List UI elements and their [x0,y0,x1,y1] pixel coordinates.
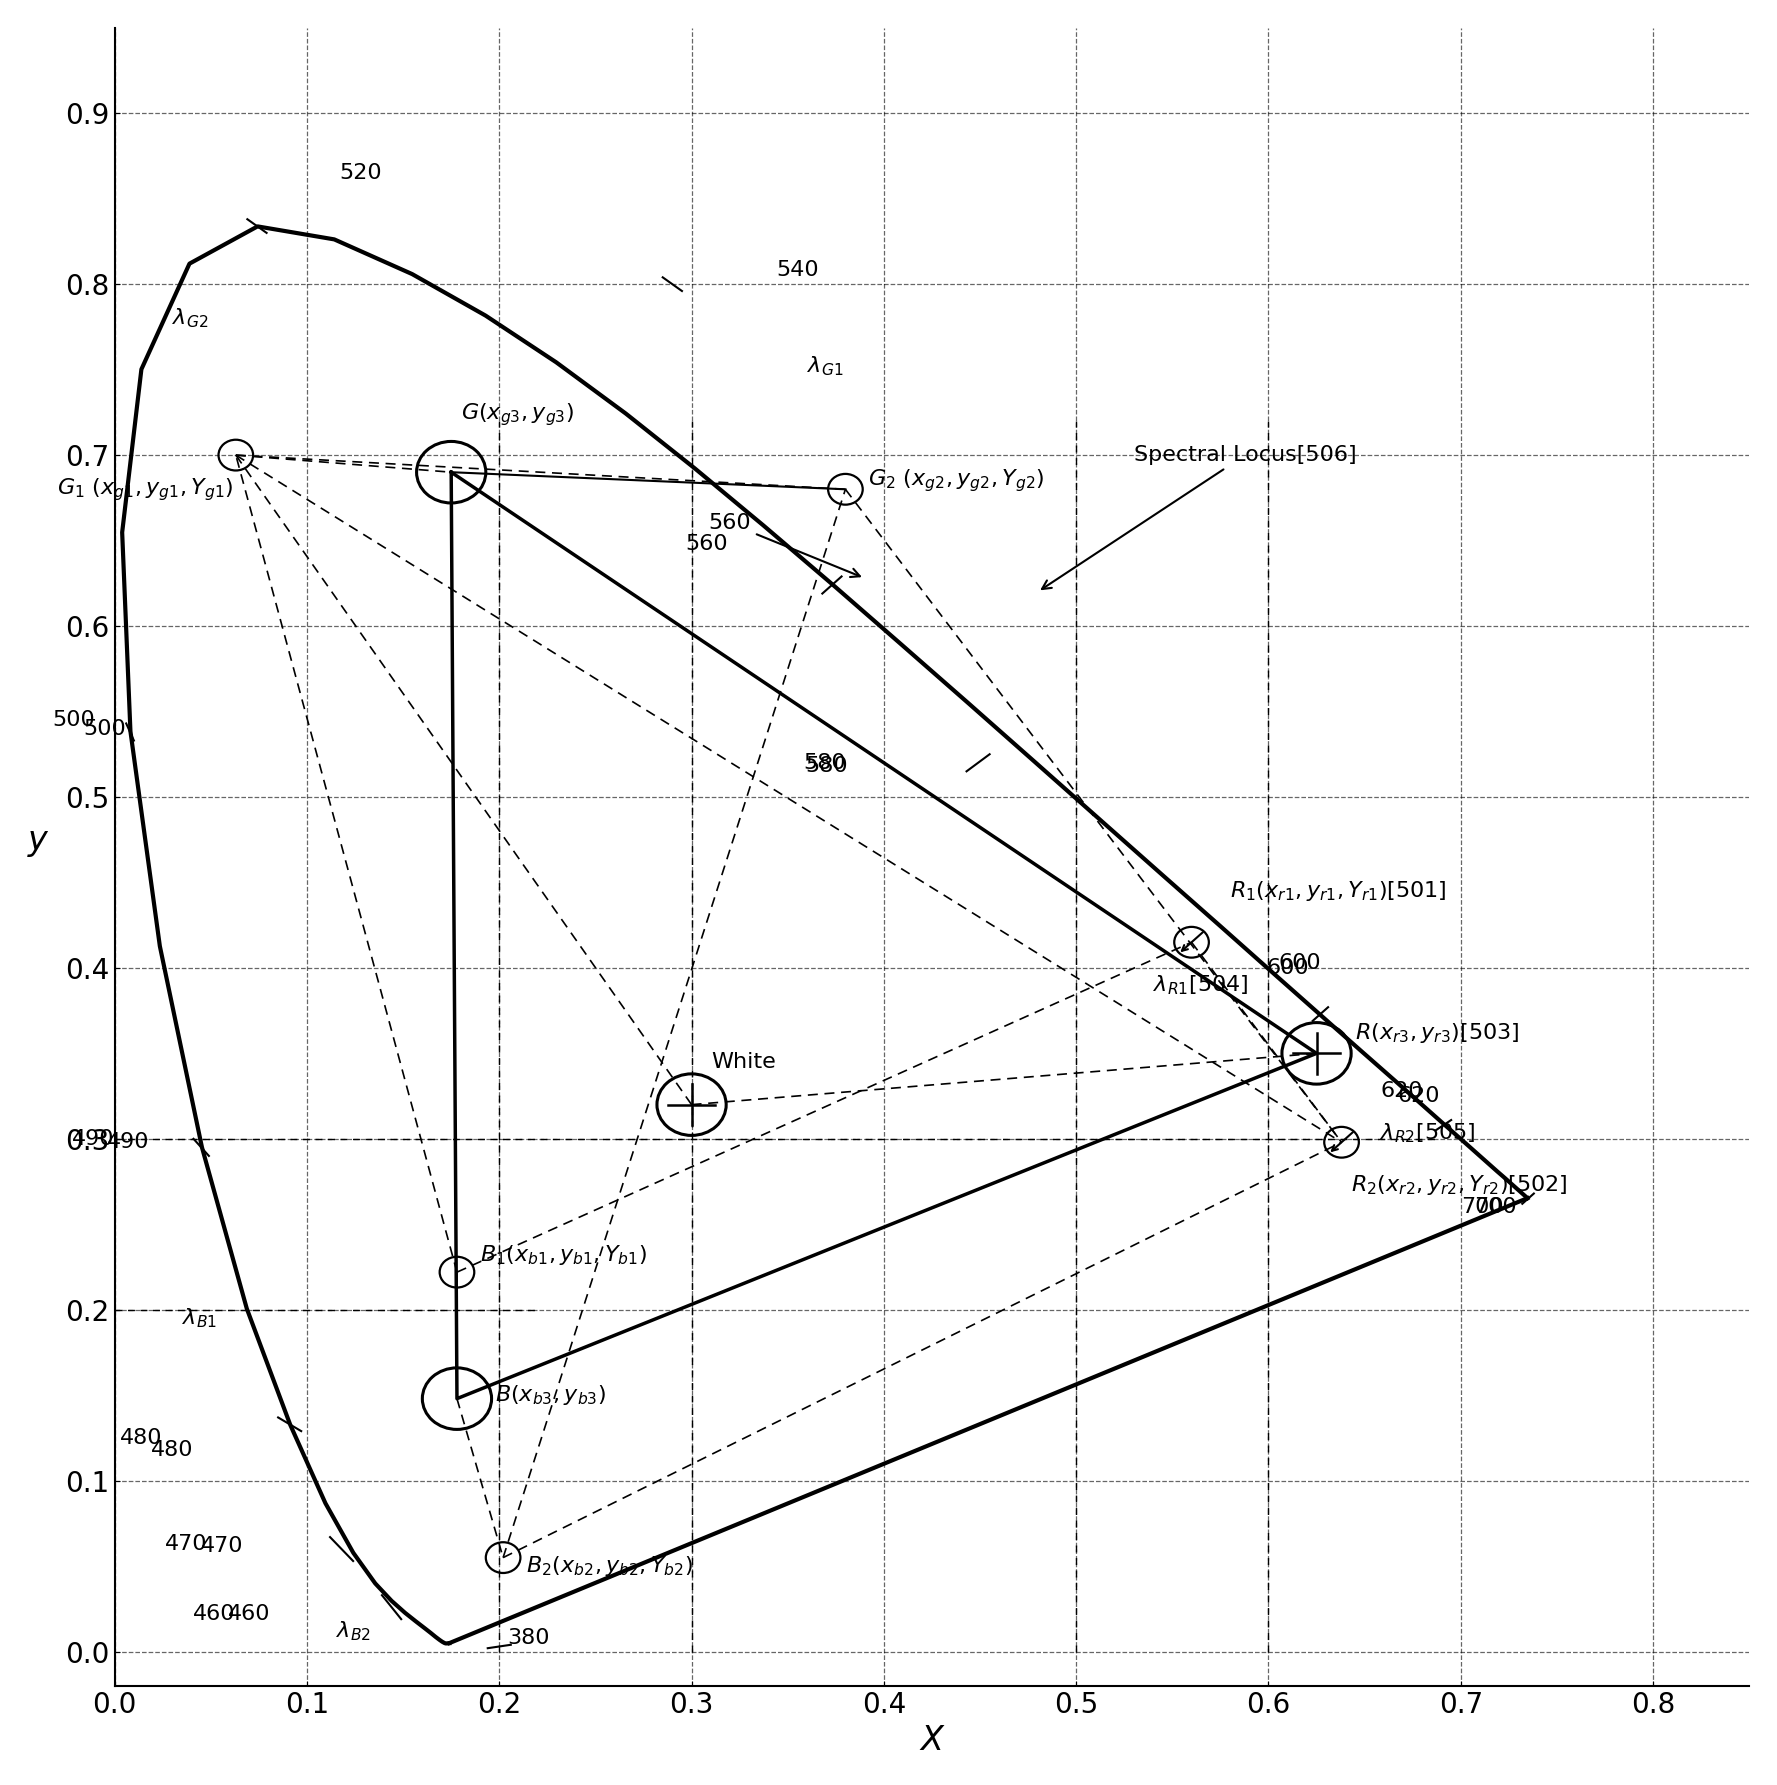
Text: 580: 580 [803,753,846,773]
Text: 490: 490 [73,1128,116,1150]
Y-axis label: y: y [28,825,48,857]
Text: 500: 500 [53,710,96,730]
Text: 620: 620 [1381,1082,1423,1101]
Text: 520: 520 [339,162,382,184]
Text: 380: 380 [506,1628,549,1648]
Text: $G(x_{g3},y_{g3})$: $G(x_{g3},y_{g3})$ [460,402,574,428]
Text: $G_2\ (x_{g2},y_{g2},Y_{g2})$: $G_2\ (x_{g2},y_{g2},Y_{g2})$ [869,468,1045,494]
X-axis label: X: X [920,1724,944,1756]
Text: 560: 560 [686,534,729,553]
Text: 540: 540 [777,261,819,280]
Text: White: White [711,1051,775,1073]
Text: Spectral Locus[506]: Spectral Locus[506] [1041,444,1356,589]
Text: $\lambda_{B2}$: $\lambda_{B2}$ [336,1619,371,1642]
Text: $B_1(x_{b1},y_{b1},Y_{b1})$: $B_1(x_{b1},y_{b1},Y_{b1})$ [480,1242,647,1267]
Text: 600: 600 [1267,959,1310,978]
Text: 500: 500 [84,719,126,739]
Text: $R(x_{r3},y_{r3})[503]$: $R(x_{r3},y_{r3})[503]$ [1356,1021,1519,1044]
Text: $\lambda_{R1}[504]$: $\lambda_{R1}[504]$ [1153,973,1249,996]
Text: 460: 460 [227,1605,270,1624]
Text: $R_1(x_{r1},y_{r1},Y_{r1})[501]$: $R_1(x_{r1},y_{r1},Y_{r1})[501]$ [1230,878,1446,903]
Text: 580: 580 [805,757,848,776]
Text: $\lambda_{B1}$: $\lambda_{B1}$ [181,1307,217,1330]
Text: $\lambda_{G2}$: $\lambda_{G2}$ [172,307,210,330]
Text: $B(x_{b3},y_{b3})$: $B(x_{b3},y_{b3})$ [496,1383,606,1407]
Text: 460: 460 [194,1605,236,1624]
Text: 470: 470 [165,1533,206,1555]
Text: 560: 560 [709,514,860,577]
Text: 480: 480 [151,1440,194,1460]
Text: 700: 700 [1475,1198,1518,1217]
Text: $G_1\ (x_{g1},y_{g1},Y_{g1})$: $G_1\ (x_{g1},y_{g1},Y_{g1})$ [57,477,233,503]
Text: $\lambda_{R2}[505]$: $\lambda_{R2}[505]$ [1381,1123,1475,1146]
Text: 480: 480 [121,1428,163,1448]
Text: $B_2(x_{b2},y_{b2},Y_{b2})$: $B_2(x_{b2},y_{b2},Y_{b2})$ [526,1555,693,1578]
Text: 620: 620 [1397,1085,1439,1107]
Text: 490: 490 [107,1132,149,1153]
Text: $R_2(x_{r2},y_{r2},Y_{r2})[502]$: $R_2(x_{r2},y_{r2},Y_{r2})[502]$ [1351,1173,1567,1198]
Text: 470: 470 [201,1535,243,1557]
Text: 600: 600 [1278,953,1320,973]
Text: 700: 700 [1461,1198,1503,1217]
Text: $\lambda_{G1}$: $\lambda_{G1}$ [807,355,844,378]
